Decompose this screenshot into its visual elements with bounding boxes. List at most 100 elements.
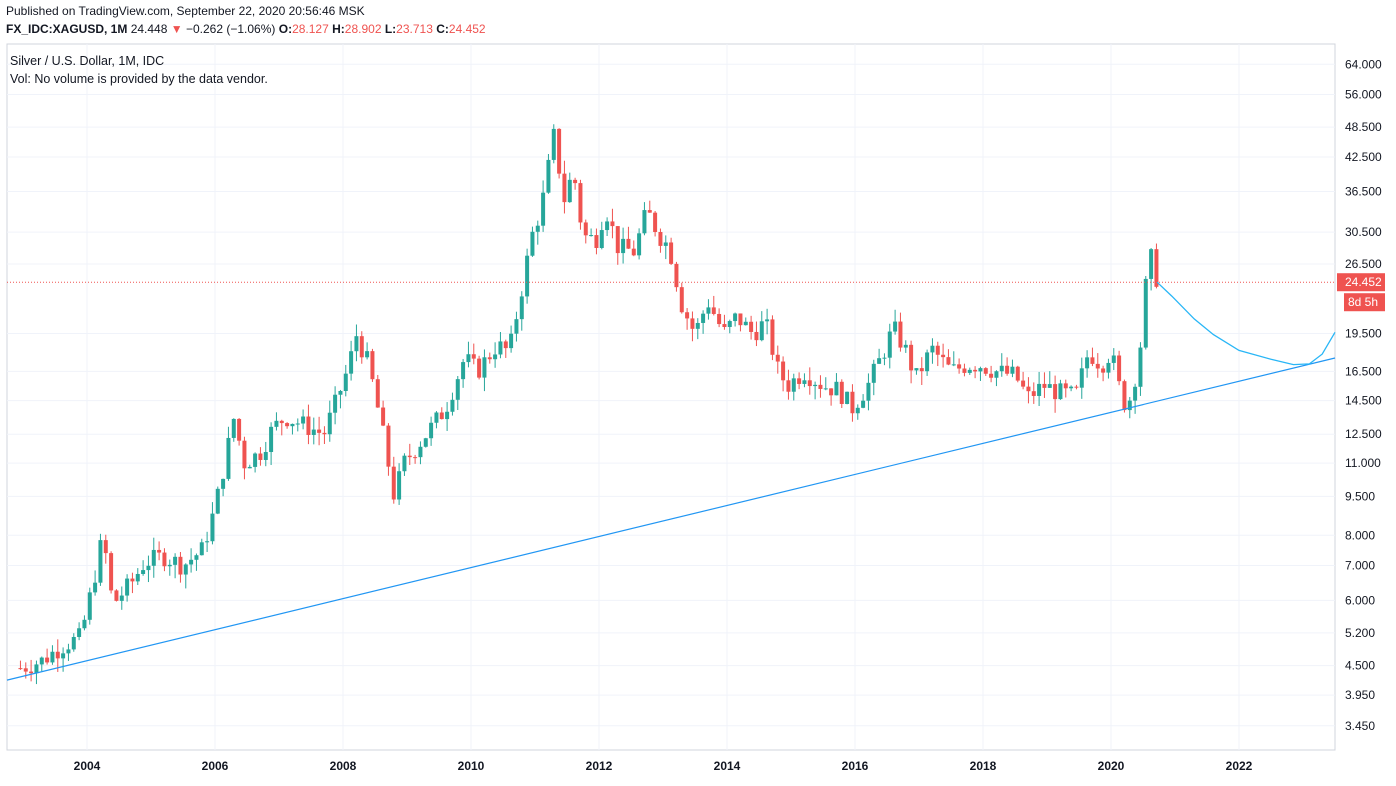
candle-body <box>429 422 434 439</box>
candle-body <box>311 429 316 435</box>
candle-body <box>1069 386 1074 389</box>
x-tick-label: 2022 <box>1226 759 1253 773</box>
candles <box>18 124 1159 685</box>
candle-body <box>871 363 876 383</box>
candle-body <box>349 351 354 374</box>
candle-body <box>658 231 663 246</box>
candle-body <box>365 351 370 358</box>
candle-body <box>466 354 471 363</box>
candle-body <box>610 221 615 227</box>
y-tick-label: 8.000 <box>1345 528 1375 542</box>
candle-body <box>1154 249 1159 287</box>
candle-body <box>1133 386 1138 401</box>
published-note: Published on TradingView.com, September … <box>6 4 365 18</box>
drawings <box>6 281 1336 681</box>
down-arrow-icon: ▼ <box>170 22 183 36</box>
candle-body <box>359 336 364 358</box>
candle-body <box>231 418 236 438</box>
y-tick-label: 19.500 <box>1345 326 1382 340</box>
candle-body <box>1111 355 1116 363</box>
candle-body <box>253 453 258 467</box>
time-axis[interactable]: 2004 2006 2008 2010 2012 2014 2016 2018 2020 2022 <box>74 759 1253 773</box>
candle-body <box>770 319 775 355</box>
plot-area[interactable] <box>6 43 1336 751</box>
y-tick-label: 5.200 <box>1345 626 1375 640</box>
candle-body <box>605 221 610 231</box>
candle-body <box>210 513 215 542</box>
candle-body <box>818 384 823 389</box>
countdown-tag-label: 8d 5h <box>1348 295 1378 309</box>
candle-body <box>525 255 530 297</box>
y-tick-label: 36.500 <box>1345 184 1382 198</box>
candle-body <box>167 564 172 567</box>
candle-body <box>141 570 146 574</box>
candle-body <box>1063 383 1068 389</box>
candle-body <box>39 657 44 665</box>
y-tick-label: 26.500 <box>1345 257 1382 271</box>
candle-body <box>695 322 700 329</box>
candle-body <box>109 553 114 591</box>
candle-body <box>1127 400 1132 411</box>
candle-body <box>333 394 338 413</box>
candle-body <box>461 362 466 380</box>
candle-body <box>263 452 268 460</box>
price-axis[interactable]: 3.450 3.950 4.500 5.200 6.000 7.000 8.000 9.500… <box>1345 57 1382 732</box>
candle-body <box>338 390 343 395</box>
candle-body <box>546 159 551 193</box>
candle-body <box>439 412 444 420</box>
candle-body <box>711 307 716 314</box>
candle-body <box>237 418 242 441</box>
candle-body <box>674 263 679 288</box>
ohlc-bar: FX_IDC:XAGUSD, 1M 24.448 ▼ −0.262 (−1.06… <box>6 22 486 36</box>
candle-body <box>173 556 178 565</box>
x-tick-label: 2012 <box>586 759 613 773</box>
y-tick-label: 42.500 <box>1345 150 1382 164</box>
candle-body <box>663 242 668 246</box>
candle-body <box>599 230 604 248</box>
candle-body <box>18 668 23 670</box>
candle-body <box>978 368 983 372</box>
candle-body <box>1138 347 1143 387</box>
candle-body <box>935 345 940 355</box>
candle-body <box>690 318 695 329</box>
candle-body <box>850 391 855 414</box>
candle-body <box>509 333 514 349</box>
y-tick-label: 16.500 <box>1345 364 1382 378</box>
x-tick-label: 2006 <box>202 759 229 773</box>
chart-legend: Silver / U.S. Dollar, 1M, IDC Vol: No vo… <box>10 52 268 88</box>
candle-body <box>1117 355 1122 382</box>
candle-body <box>754 331 759 341</box>
candle-body <box>583 222 588 236</box>
candle-body <box>866 382 871 401</box>
candle-body <box>386 425 391 467</box>
candle-body <box>1058 383 1063 400</box>
candle-body <box>786 380 791 392</box>
candle-body <box>514 319 519 334</box>
candle-body <box>1037 383 1042 396</box>
candle-body <box>679 287 684 313</box>
candle-body <box>973 369 978 372</box>
candle-body <box>1053 384 1058 400</box>
candle-body <box>503 341 508 349</box>
candle-body <box>1005 365 1010 374</box>
high-value: 28.902 <box>344 22 382 36</box>
last-price: 24.448 <box>130 22 168 36</box>
candle-body <box>189 559 194 565</box>
candle-body <box>887 331 892 358</box>
candle-body <box>733 313 738 322</box>
candle-body <box>397 471 402 500</box>
candle-body <box>71 636 76 650</box>
close-value: 24.452 <box>448 22 486 36</box>
candle-body <box>941 354 946 358</box>
candle-body <box>418 446 423 458</box>
candle-body <box>909 344 914 371</box>
candle-body <box>482 357 487 378</box>
candle-body <box>34 664 39 674</box>
open-label: O: <box>278 22 293 36</box>
y-tick-label: 3.450 <box>1345 719 1375 733</box>
candle-body <box>807 380 812 387</box>
candle-body <box>999 365 1004 372</box>
candle-body <box>178 556 183 575</box>
candle-body <box>669 242 674 264</box>
